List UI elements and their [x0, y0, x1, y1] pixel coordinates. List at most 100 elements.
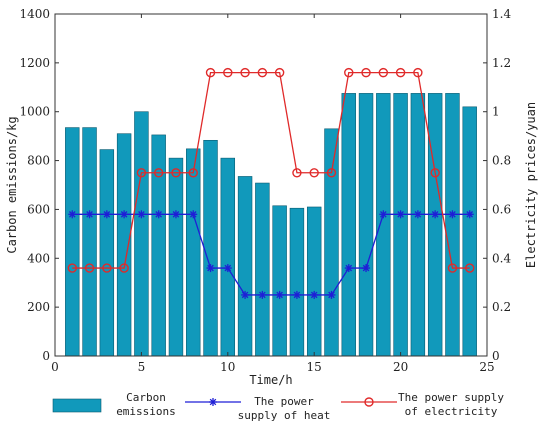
- point-heat-10: [223, 264, 232, 273]
- legend-swatch-carbon: [52, 398, 102, 413]
- point-heat-21: [413, 210, 422, 219]
- point-electricity-16: [326, 168, 337, 178]
- legend-label-carbon-line1: Carbon: [126, 391, 166, 404]
- bar-carbon-16: [324, 128, 339, 357]
- y-right-tick-label: 0.2: [492, 300, 511, 314]
- legend-electricity-marker: [364, 397, 374, 407]
- legend: Carbon emissions The power supply of hea…: [52, 391, 504, 422]
- point-electricity-15: [309, 168, 319, 178]
- point-heat-20: [396, 210, 405, 219]
- y-left-tick-label: 1200: [19, 56, 50, 70]
- bar-carbon-13: [272, 205, 287, 357]
- point-heat-9: [206, 264, 215, 273]
- point-electricity-9: [205, 67, 216, 78]
- point-electricity-7: [171, 168, 181, 178]
- legend-swatch-heat: [185, 398, 241, 406]
- y-left-tick-label: 400: [27, 251, 50, 265]
- x-tick-label: 25: [479, 360, 494, 374]
- carbon-bars: [65, 93, 477, 357]
- bar-carbon-19: [376, 93, 391, 357]
- y-left-tick-label: 1400: [19, 7, 50, 21]
- point-electricity-2: [84, 263, 95, 273]
- bar-carbon-6: [151, 134, 166, 357]
- y-axis-right-title: Electricity prices/yuan: [524, 102, 538, 268]
- bar-carbon-10: [220, 157, 236, 357]
- bar-carbon-7: [168, 157, 184, 357]
- point-heat-17: [344, 264, 353, 273]
- legend-swatch-electricity: [341, 397, 397, 407]
- point-electricity-21: [413, 67, 423, 78]
- y-left-tick-label: 1000: [19, 105, 50, 119]
- x-tick-label: 15: [307, 360, 322, 374]
- point-heat-4: [120, 210, 129, 219]
- bar-carbon-1: [65, 127, 80, 357]
- y-left-tick-label: 600: [27, 202, 50, 216]
- point-electricity-17: [344, 67, 354, 78]
- point-heat-13: [275, 290, 284, 299]
- bar-carbon-17: [341, 93, 356, 357]
- legend-label-heat-line2: supply of heat: [238, 409, 331, 422]
- price-lines: [67, 67, 475, 299]
- bar-carbon-12: [255, 182, 270, 357]
- x-tick-label: 10: [220, 360, 235, 374]
- y-left-tick-label: 800: [27, 154, 50, 168]
- point-electricity-5: [136, 168, 147, 178]
- bar-carbon-14: [289, 207, 305, 357]
- point-electricity-23: [447, 263, 458, 273]
- point-electricity-11: [240, 67, 250, 78]
- x-tick-label: 0: [51, 360, 59, 374]
- point-heat-2: [85, 210, 94, 219]
- point-heat-22: [431, 210, 440, 219]
- bar-carbon-3: [99, 149, 115, 357]
- bar-carbon-8: [186, 148, 201, 357]
- y-right-tick-label: 0: [492, 349, 500, 363]
- plot-frame: [54, 13, 488, 357]
- point-heat-3: [102, 210, 111, 219]
- bar-carbon-22: [427, 93, 443, 357]
- bar-carbon-23: [445, 93, 460, 357]
- y-right-tick-label: 0.4: [492, 251, 511, 265]
- y-right-tick-label: 1.2: [492, 56, 511, 70]
- bar-carbon-20: [393, 93, 408, 357]
- bar-carbon-21: [410, 93, 426, 357]
- bar-carbon-24: [462, 106, 477, 357]
- bar-carbon-2: [82, 127, 97, 357]
- point-electricity-13: [274, 67, 285, 78]
- y-right-tick-label: 0.8: [492, 154, 511, 168]
- point-electricity-10: [223, 67, 233, 78]
- point-electricity-18: [361, 67, 371, 78]
- y-left-tick-label: 0: [42, 349, 50, 363]
- point-electricity-14: [292, 168, 302, 178]
- axis-ticks: 0 5 10 15 20 25020040060080010001200140000.20…: [19, 7, 511, 374]
- legend-label-electricity-line2: of electricity: [405, 405, 498, 418]
- point-electricity-24: [465, 263, 475, 273]
- line-electricity: [72, 71, 470, 269]
- point-heat-23: [448, 210, 457, 219]
- bar-carbon-15: [306, 206, 322, 357]
- y-right-tick-label: 1: [492, 105, 500, 119]
- y-right-tick-label: 1.4: [492, 7, 511, 21]
- y-right-tick-label: 0.6: [492, 202, 511, 216]
- point-heat-15: [310, 290, 319, 299]
- legend-label-carbon-line2: emissions: [116, 405, 176, 418]
- x-axis-title: Time/h: [249, 373, 292, 387]
- point-electricity-4: [119, 263, 129, 273]
- point-electricity-6: [153, 168, 164, 178]
- point-heat-6: [154, 210, 163, 219]
- point-heat-19: [379, 210, 388, 219]
- point-heat-8: [189, 210, 198, 219]
- point-electricity-8: [188, 168, 198, 178]
- legend-label-electricity-line1: The power supply: [398, 391, 504, 404]
- legend-label-heat-line1: The power: [254, 395, 314, 408]
- point-electricity-3: [102, 263, 112, 273]
- bar-carbon-5: [134, 111, 149, 357]
- y-left-tick-label: 200: [27, 300, 50, 314]
- x-tick-label: 5: [138, 360, 146, 374]
- point-heat-5: [137, 210, 146, 219]
- bar-carbon-18: [358, 93, 374, 357]
- point-heat-1: [68, 210, 77, 219]
- bar-carbon-9: [203, 139, 218, 357]
- point-heat-12: [258, 290, 267, 299]
- point-heat-24: [465, 210, 474, 219]
